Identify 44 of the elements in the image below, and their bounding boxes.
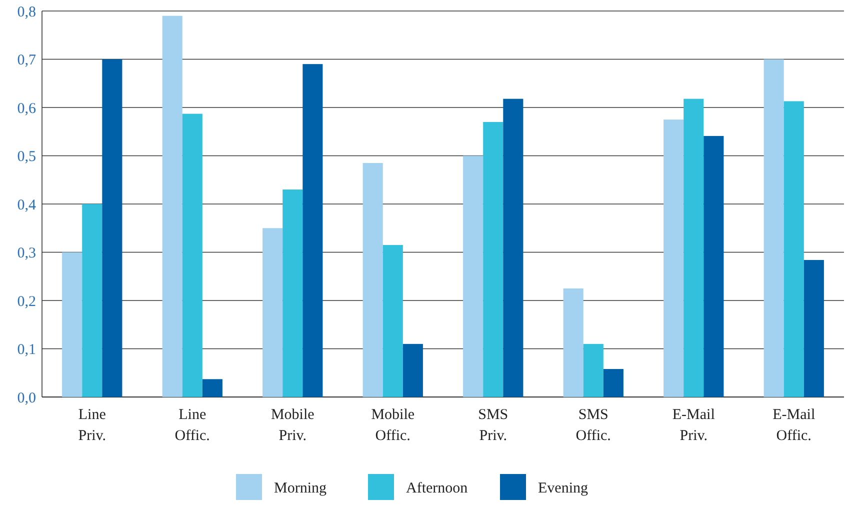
bar [202,379,222,397]
y-tick-label: 0,1 [17,342,36,358]
x-tick-label: SMS Priv. [478,407,508,444]
x-tick-label: Line Priv. [78,407,106,444]
bar [764,59,784,397]
bar [804,260,824,397]
bar [262,228,283,397]
bar [503,98,524,397]
y-tick-label: 0,7 [17,52,36,68]
bar [664,120,684,397]
bar [102,59,122,397]
legend-label: Afternoon [406,480,468,496]
bar [463,156,484,397]
x-tick-label: Mobile Priv. [270,407,315,444]
bar [362,162,383,397]
y-tick-label: 0,0 [17,390,36,406]
y-tick-label: 0,6 [17,100,36,117]
bar [82,204,102,397]
bar [684,98,704,397]
bar [563,288,584,397]
x-tick-label: SMS Offic. [576,407,611,444]
y-tick-label: 0,5 [17,149,36,165]
y-tick-label: 0,4 [17,197,36,214]
bar [583,344,604,397]
bar [62,252,82,397]
bar [402,344,423,397]
legend-label: Morning [274,480,327,496]
bar [483,122,504,397]
bar [704,136,724,397]
bar [784,101,804,397]
bar [603,369,624,397]
bar [382,245,403,397]
x-tick-label: Mobile Offic. [371,407,415,444]
y-tick-label: 0,2 [17,294,36,310]
bar [302,64,323,397]
y-tick-label: 0,8 [17,4,36,20]
x-tick-label: Line Offic. [174,407,210,444]
x-tick-label: E-Mail Offic. [772,407,816,444]
x-tick-label: E-Mail Priv. [672,407,715,444]
legend-label: Evening [538,480,588,496]
bar [182,114,202,397]
bar [162,16,182,397]
bar [282,190,303,397]
y-tick-label: 0,3 [17,246,36,262]
